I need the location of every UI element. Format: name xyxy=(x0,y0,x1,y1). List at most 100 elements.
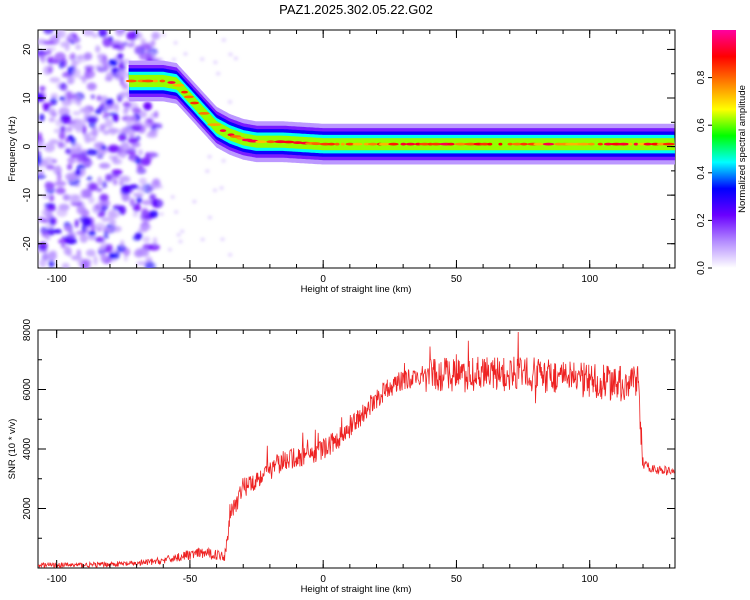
noise-blob xyxy=(134,232,143,240)
noise-blob xyxy=(51,139,60,144)
noise-blob xyxy=(207,215,212,220)
noise-blob xyxy=(112,178,118,186)
noise-blob xyxy=(112,204,122,211)
noise-blob xyxy=(126,117,133,127)
noise-blob xyxy=(87,234,96,241)
noise-blob xyxy=(121,82,129,90)
ridge-core xyxy=(172,83,185,87)
ridge-layer xyxy=(128,71,675,154)
ridge-core xyxy=(507,142,513,146)
noise-blob xyxy=(148,210,159,218)
ridge-core xyxy=(198,112,210,115)
ridge-core xyxy=(219,129,227,133)
noise-blob xyxy=(140,38,146,46)
noise-blob xyxy=(50,93,59,99)
noise-blob xyxy=(62,194,71,201)
noise-blob xyxy=(183,52,188,56)
noise-blob xyxy=(76,205,87,215)
noise-blob xyxy=(153,110,159,118)
noise-blob xyxy=(102,37,112,48)
ridge-core xyxy=(282,140,295,144)
x-tick-label: 100 xyxy=(581,274,598,285)
noise-blob xyxy=(55,187,66,195)
noise-blob xyxy=(111,169,123,176)
noise-blob xyxy=(125,149,137,155)
ridge-layer xyxy=(128,74,675,151)
noise-blob xyxy=(126,31,138,41)
y-tick-label: 2000 xyxy=(22,497,33,520)
noise-blob xyxy=(100,252,107,263)
noise-blob xyxy=(129,198,135,207)
noise-blob xyxy=(113,158,123,165)
noise-blob xyxy=(221,159,226,163)
noise-blob xyxy=(121,175,131,183)
ridge-core xyxy=(255,140,268,144)
noise-blob xyxy=(108,59,118,67)
noise-blob xyxy=(170,195,175,199)
noise-blob xyxy=(97,211,106,218)
top-y-axis-label: Frequency (Hz) xyxy=(7,116,18,181)
noise-blob xyxy=(132,203,141,212)
noise-blob xyxy=(79,107,92,114)
noise-blob xyxy=(124,105,130,113)
noise-blob xyxy=(83,52,93,61)
noise-blob xyxy=(82,30,95,37)
noise-blob xyxy=(159,212,164,216)
noise-blob xyxy=(99,245,106,251)
noise-blob xyxy=(49,77,61,83)
noise-blob xyxy=(142,236,151,243)
ridge-core xyxy=(430,142,442,146)
ridge-core xyxy=(207,123,222,126)
noise-blob xyxy=(86,116,99,123)
noise-blob xyxy=(101,145,107,151)
noise-blob xyxy=(70,153,83,159)
noise-blob xyxy=(45,164,55,170)
noise-blob xyxy=(94,222,106,231)
bottom-x-axis-label: Height of straight line (km) xyxy=(301,584,412,595)
noise-blob xyxy=(228,253,233,257)
noise-blob xyxy=(38,52,45,57)
ridge-core xyxy=(236,136,246,140)
noise-blob xyxy=(63,245,71,256)
bottom-y-axis-label: SNR (10 * v/v) xyxy=(7,419,18,480)
noise-blob xyxy=(134,45,143,55)
noise-blob xyxy=(67,80,74,85)
noise-blob xyxy=(72,111,81,116)
noise-blob xyxy=(136,195,143,204)
noise-blob xyxy=(53,59,59,64)
noise-blob xyxy=(132,192,144,197)
noise-blob xyxy=(152,123,163,129)
noise-blob xyxy=(96,153,104,159)
noise-blob xyxy=(152,237,158,246)
ridge-core xyxy=(587,142,595,146)
ridge-core xyxy=(378,142,392,146)
colorbar: 0.0 0.2 0.4 0.6 0.8 Normalized spectral ampl… xyxy=(696,30,748,275)
ridge-core xyxy=(190,101,199,105)
ridge-core xyxy=(479,142,491,146)
ridge-core xyxy=(327,142,336,146)
noise-blob xyxy=(51,111,57,118)
noise-blob xyxy=(61,262,70,268)
y-tick-label: 10 xyxy=(22,92,33,104)
noise-blob xyxy=(133,249,144,258)
noise-blob xyxy=(41,218,50,224)
noise-blob xyxy=(41,230,50,239)
noise-blob xyxy=(64,224,72,232)
noise-blob xyxy=(90,94,95,100)
noise-blob xyxy=(80,189,87,199)
noise-blob xyxy=(38,155,43,164)
noise-blob xyxy=(127,43,134,48)
noise-blob xyxy=(200,57,205,61)
noise-blob xyxy=(54,52,66,62)
noise-blob xyxy=(91,128,99,138)
noise-blob xyxy=(111,44,122,49)
noise-blob xyxy=(158,201,162,205)
noise-blob xyxy=(127,138,139,144)
noise-blob xyxy=(100,200,111,207)
noise-blob xyxy=(105,173,113,182)
noise-blob xyxy=(72,96,82,105)
noise-blob xyxy=(62,86,68,92)
ridge-core xyxy=(662,142,675,146)
noise-blob xyxy=(141,199,154,206)
ridge-core xyxy=(311,142,322,146)
